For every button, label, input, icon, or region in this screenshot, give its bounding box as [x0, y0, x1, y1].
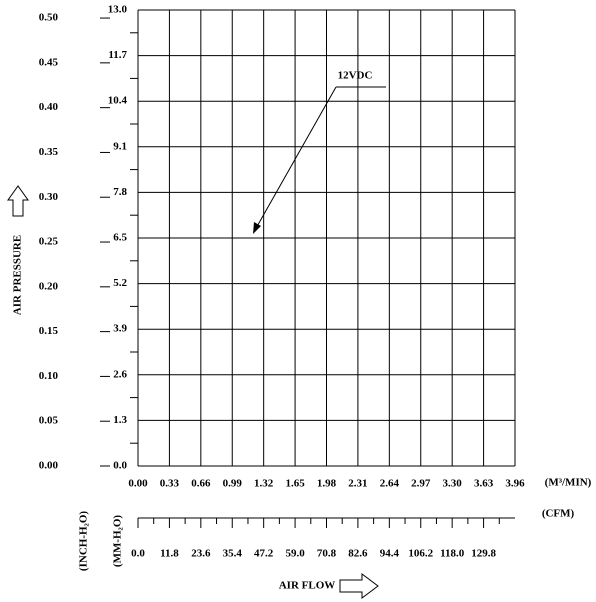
x-tick-label: 0.00 [128, 478, 148, 490]
curve-label: 12VDC [338, 70, 373, 82]
y-tick-label: 7.8 [113, 186, 127, 198]
x-axis-label: AIR FLOW [279, 580, 336, 592]
right-arrow [339, 573, 379, 599]
x-tick-label: 3.63 [474, 478, 494, 490]
y2-tick-label: 0.40 [39, 101, 59, 113]
y2-tick-label: 0.30 [39, 191, 59, 203]
y2-tick-label: 0.10 [39, 370, 59, 382]
x2-tick-label: 23.6 [191, 548, 211, 560]
y2-tick-label: 0.25 [39, 236, 59, 248]
x-tick-label: 2.97 [411, 478, 431, 490]
y-tick-label: 3.9 [113, 323, 127, 335]
y-tick-label: 5.2 [113, 277, 127, 289]
x-tick-label: 1.98 [317, 478, 337, 490]
x2-unit: (CFM) [542, 508, 575, 520]
x2-tick-label: 118.0 [440, 548, 465, 560]
y2-tick-label: 0.50 [39, 12, 59, 24]
x2-tick-label: 94.4 [380, 548, 400, 560]
y-tick-label: 9.1 [113, 140, 127, 152]
y2-tick-label: 0.00 [39, 460, 59, 472]
x-tick-label: 0.66 [191, 478, 211, 490]
x2-tick-label: 11.8 [160, 548, 179, 560]
x2-tick-label: 82.6 [348, 548, 368, 560]
arrow-head [253, 222, 261, 234]
x-unit: (M³/MIN) [545, 477, 592, 489]
x-tick-label: 1.32 [254, 478, 274, 490]
y2-tick-label: 0.35 [39, 146, 59, 158]
x2-tick-label: 0.0 [131, 548, 145, 560]
x-tick-label: 3.96 [505, 478, 525, 490]
x-tick-label: 2.64 [380, 478, 400, 490]
y-axis-label: AIR PRESSURE [12, 235, 24, 315]
x2-tick-label: 70.8 [317, 548, 337, 560]
y-tick-label: 10.4 [108, 95, 128, 107]
up-arrow [7, 185, 29, 217]
y-unit: (MM-H₂O) [112, 515, 124, 568]
y2-tick-label: 0.45 [39, 56, 59, 68]
y-tick-label: 2.6 [113, 368, 127, 380]
y2-tick-label: 0.20 [39, 280, 59, 292]
y-tick-label: 6.5 [113, 232, 127, 244]
x2-tick-label: 106.2 [408, 548, 433, 560]
y2-tick-label: 0.05 [39, 415, 59, 427]
x-tick-label: 0.99 [223, 478, 243, 490]
x-tick-label: 1.65 [285, 478, 305, 490]
label-leader [254, 86, 337, 231]
x-tick-label: 3.30 [443, 478, 463, 490]
y-tick-label: 13.0 [108, 4, 128, 16]
x2-tick-label: 59.0 [285, 548, 305, 560]
y-tick-label: 0.0 [113, 460, 127, 472]
x2-tick-label: 129.8 [471, 548, 496, 560]
y-tick-label: 1.3 [113, 414, 127, 426]
y2-tick-label: 0.15 [39, 325, 59, 337]
x-tick-label: 0.33 [160, 478, 180, 490]
x-tick-label: 2.31 [348, 478, 367, 490]
y-tick-label: 11.7 [108, 49, 127, 61]
x2-tick-label: 47.2 [254, 548, 274, 560]
y2-unit: (INCH-H₂O) [78, 511, 90, 571]
x2-tick-label: 35.4 [223, 548, 243, 560]
